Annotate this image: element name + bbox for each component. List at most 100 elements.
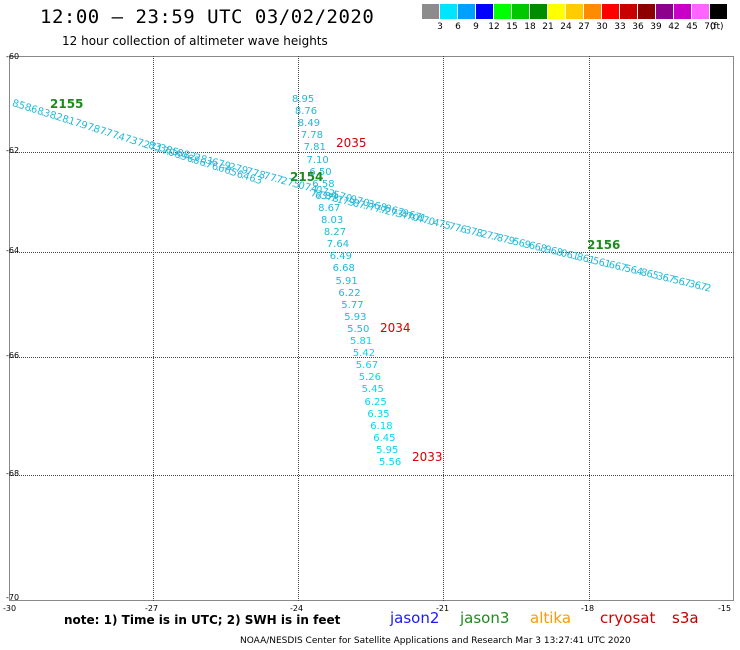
x-tick-label: -18 (581, 604, 595, 613)
wave-height-value: 8.76 (294, 106, 318, 118)
legend-swatch (422, 4, 440, 19)
wave-height-value: 5.56 (379, 457, 402, 468)
wave-height-value: 6.58 (312, 178, 335, 190)
track-time-label: 2155 (50, 97, 84, 111)
legend-bin-label: 45 (686, 22, 698, 32)
legend-swatch (440, 4, 458, 19)
satellite-jason2: jason2 (390, 609, 440, 627)
legend-bin-label: 33 (614, 22, 626, 32)
wave-height-value: 6.50 (309, 166, 332, 178)
latitude-gridline (9, 475, 734, 476)
x-tick-label: -30 (3, 604, 17, 613)
legend-bin-label: 18 (524, 22, 536, 32)
legend-swatch (638, 4, 656, 19)
wave-height-value: 6.84 (315, 190, 338, 202)
wave-height-value: 5.67 (355, 360, 379, 372)
legend-bin-label: 70 (704, 22, 716, 32)
legend-bin-label: 21 (542, 22, 554, 32)
legend-swatch (620, 4, 638, 19)
wave-height-value: 8.95 (292, 94, 315, 105)
longitude-gridline (443, 56, 444, 601)
wave-height-value: 5.81 (350, 336, 373, 347)
wave-height-value: 7.81 (303, 142, 326, 154)
legend-swatch (674, 4, 692, 19)
satellite-cryosat: cryosat (600, 609, 656, 627)
legend-bin-label: 36 (632, 22, 644, 32)
legend-swatch (458, 4, 476, 19)
legend-bin-label: 15 (506, 22, 518, 32)
map-title: 12:00 – 23:59 UTC 03/02/2020 (40, 6, 375, 28)
wave-height-value: 7.78 (300, 130, 323, 142)
units-note: note: 1) Time is in UTC; 2) SWH is in fe… (64, 613, 341, 627)
x-tick-label: -15 (718, 604, 732, 613)
wave-height-value: 5.95 (376, 444, 399, 456)
legend-bin-label: 3 (437, 22, 443, 32)
track-time-label: 2154 (290, 170, 324, 184)
legend-swatch (494, 4, 512, 19)
x-tick-label: -21 (436, 604, 450, 613)
wave-height-value: 5.50 (347, 323, 370, 335)
x-tick-label: -27 (145, 604, 159, 613)
longitude-gridline (589, 56, 590, 601)
latitude-gridline (9, 252, 734, 253)
wave-height-value: 8.49 (297, 118, 321, 130)
legend-bin-label: 24 (560, 22, 572, 32)
wave-height-value: 6.68 (332, 263, 355, 275)
satellite-s3a: s3a (672, 609, 699, 627)
wave-height-value: 6.22 (338, 287, 361, 299)
credit-line: NOAA/NESDIS Center for Satellite Applica… (240, 636, 631, 646)
legend-swatch (656, 4, 674, 19)
wave-height-value: 6.18 (370, 420, 393, 432)
map-plot-area (9, 56, 734, 601)
satellite-altika: altika (530, 609, 572, 627)
track-time-label: 2156 (587, 238, 621, 252)
legend-bin-label: 12 (488, 22, 500, 32)
track-time-label: 2033 (412, 450, 443, 464)
wave-height-value: 5.45 (361, 384, 384, 396)
legend-unit-label: (ft) (710, 22, 724, 32)
legend-swatch (584, 4, 602, 19)
wave-height-value: 5.93 (344, 311, 367, 323)
longitude-gridline (298, 56, 299, 601)
track-time-label: 2034 (380, 321, 411, 335)
y-tick-label: -62 (6, 146, 20, 155)
y-tick-label: -70 (6, 593, 20, 602)
legend-swatch (602, 4, 620, 19)
y-tick-label: -60 (6, 52, 20, 61)
legend-bin-label: 30 (596, 22, 608, 32)
wave-height-value: 6.35 (367, 408, 390, 420)
y-tick-label: -68 (6, 469, 20, 478)
wave-height-value: 6.49 (329, 251, 352, 263)
legend-bin-label: 6 (455, 22, 461, 32)
legend-swatch (566, 4, 584, 19)
legend-swatch (530, 4, 548, 19)
longitude-gridline (153, 56, 154, 601)
y-tick-label: -64 (6, 246, 20, 255)
legend-bin-label: 42 (668, 22, 680, 32)
wave-height-value: 7.64 (326, 239, 350, 251)
track-time-label: 2035 (336, 136, 367, 150)
y-tick-label: -66 (6, 351, 20, 360)
wave-height-value: 5.26 (358, 372, 381, 384)
wave-height-value: 5.42 (352, 348, 376, 360)
legend-swatch (548, 4, 566, 19)
legend-bin-label: 9 (473, 22, 479, 32)
legend-swatch (710, 4, 728, 19)
legend-swatch (476, 4, 494, 19)
wave-height-value: 8.27 (323, 227, 347, 239)
wave-height-value: 6.25 (364, 396, 387, 408)
legend-swatch (692, 4, 710, 19)
map-subtitle: 12 hour collection of altimeter wave hei… (62, 34, 328, 48)
wave-height-value: 7.10 (306, 154, 329, 166)
wave-height-value: 5.91 (335, 275, 358, 287)
wave-height-value: 8.67 (318, 202, 341, 214)
satellite-jason3: jason3 (460, 609, 510, 627)
legend-bin-label: 27 (578, 22, 590, 32)
x-tick-label: -24 (290, 604, 304, 613)
latitude-gridline (9, 152, 734, 153)
latitude-gridline (9, 357, 734, 358)
legend-swatch (512, 4, 530, 19)
wave-height-value: 6.45 (373, 432, 396, 444)
wave-height-value: 5.77 (341, 299, 364, 311)
